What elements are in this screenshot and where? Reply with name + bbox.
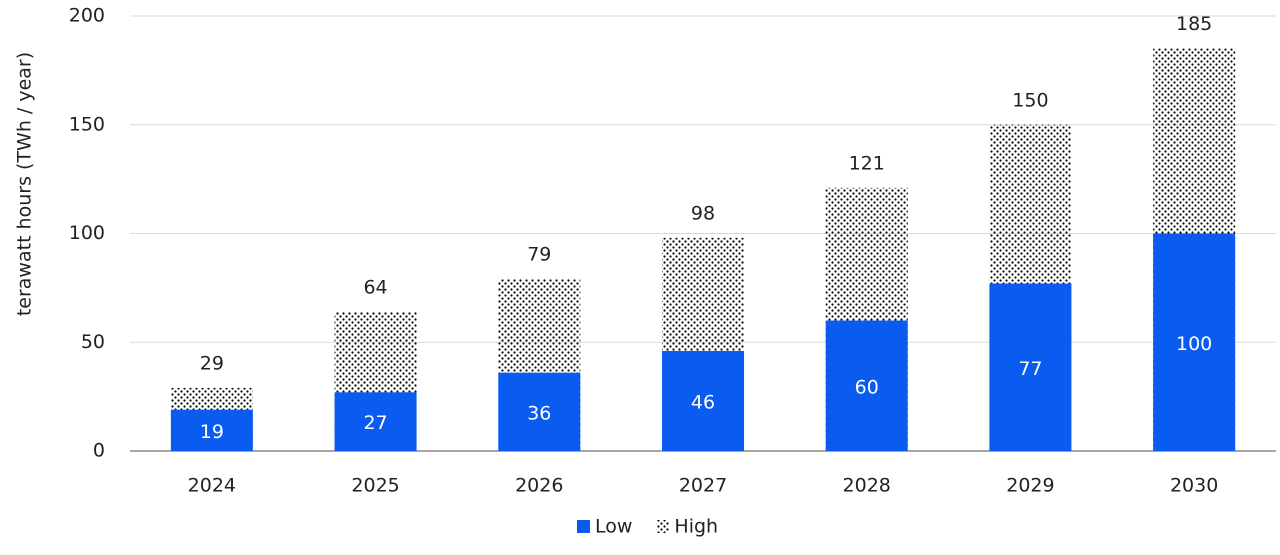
y-tick-label: 150 — [69, 113, 105, 135]
y-axis-label: terawatt hours (TWh / year) — [14, 52, 36, 316]
y-tick-label: 200 — [69, 5, 105, 27]
bar — [1153, 233, 1236, 451]
data-label: 29 — [200, 352, 224, 374]
x-tick-label: 2030 — [1170, 475, 1218, 497]
bar — [825, 320, 908, 451]
legend-swatch — [577, 520, 590, 533]
data-label: 121 — [849, 152, 885, 174]
data-label: 79 — [527, 244, 551, 266]
data-label: 185 — [1176, 13, 1212, 35]
x-tick-label: 2025 — [351, 475, 399, 497]
data-label: 98 — [691, 202, 715, 224]
y-tick-label: 0 — [93, 440, 105, 462]
data-label: 19 — [200, 421, 224, 443]
bar — [170, 409, 253, 451]
x-tick-label: 2024 — [188, 475, 236, 497]
x-tick-label: 2026 — [515, 475, 563, 497]
x-tick-label: 2027 — [679, 475, 727, 497]
data-label: 36 — [527, 402, 551, 424]
data-label: 77 — [1018, 358, 1042, 380]
y-tick-label: 50 — [81, 331, 105, 353]
legend-label: High — [674, 516, 718, 538]
x-tick-label: 2028 — [843, 475, 891, 497]
data-label: 64 — [363, 276, 387, 298]
legend-swatch — [656, 520, 670, 533]
data-label: 100 — [1176, 333, 1212, 355]
bar — [498, 372, 581, 451]
data-label: 46 — [691, 391, 715, 413]
data-label: 27 — [363, 412, 387, 434]
x-tick-label: 2029 — [1006, 475, 1054, 497]
bar — [989, 283, 1072, 451]
bar — [334, 392, 417, 451]
legend-label: Low — [595, 516, 632, 538]
data-label: 60 — [855, 376, 879, 398]
y-tick-label: 100 — [69, 222, 105, 244]
bar — [662, 350, 744, 451]
data-label: 150 — [1012, 89, 1048, 111]
